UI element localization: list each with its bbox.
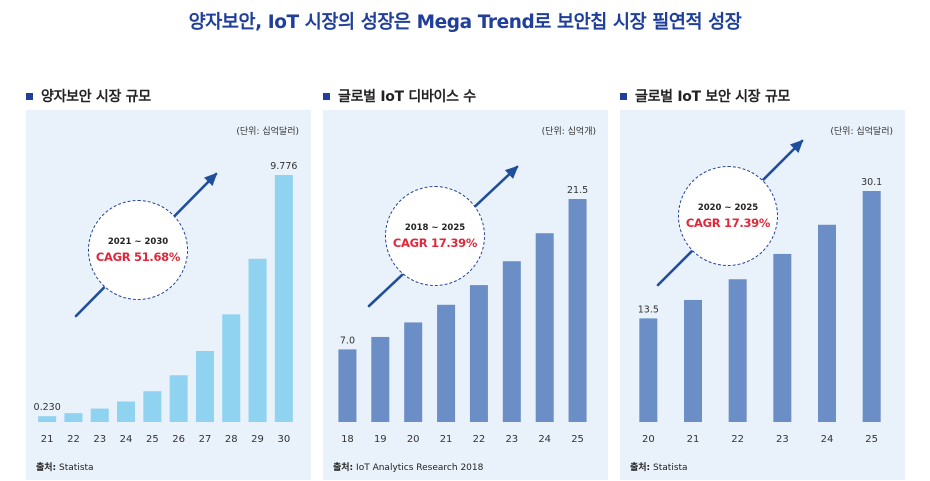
bar-22 — [64, 413, 83, 422]
chart-svg: 21 0.230 22 23 24 25 26 27 28 29 30 9.776 — [34, 161, 298, 445]
x-tick-label: 20 — [407, 434, 420, 445]
x-tick-label: 23 — [776, 434, 789, 445]
page-title: 양자보안, IoT 시장의 성장은 Mega Trend로 보안칩 시장 필연적… — [188, 12, 742, 33]
source-note: 출처: IoT Analytics Research 2018 — [333, 460, 483, 473]
bar-21 — [437, 304, 456, 422]
source-note: 출처: Statista — [630, 460, 688, 473]
bar-27 — [195, 351, 214, 422]
cagr-period: 2018 ~ 2025 — [404, 222, 466, 233]
source-label: 출처: — [36, 463, 57, 473]
x-tick-label: 21 — [440, 434, 453, 445]
data-label: 21.5 — [567, 185, 588, 196]
cagr-period: 2020 ~ 2025 — [697, 202, 759, 213]
bar-25 — [568, 199, 587, 422]
panel-heading-label: 글로벌 IoT 디바이스 수 — [338, 89, 476, 105]
cagr-badge: 2020 ~ 2025 CAGR 17.39% — [678, 166, 778, 266]
heading-bullet-icon — [620, 92, 627, 100]
unit-label: (단위: 십억개) — [541, 127, 596, 137]
x-tick-label: 29 — [251, 434, 264, 445]
bar-23 — [773, 253, 792, 422]
bar-19 — [371, 336, 390, 422]
unit-label: (단위: 십억달러) — [830, 127, 893, 137]
data-label: 13.5 — [638, 304, 659, 315]
panel-heading-label: 글로벌 IoT 보안 시장 규모 — [635, 89, 790, 105]
bar-24 — [535, 233, 554, 422]
x-tick-label: 23 — [505, 434, 518, 445]
bar-29 — [248, 258, 267, 422]
chart-svg: 20 13.5 21 22 23 24 25 30.1 — [638, 139, 882, 445]
bar-28 — [222, 314, 241, 422]
panel-heading-quantum: 양자보안 시장 규모 — [26, 86, 151, 106]
bar-20 — [639, 318, 658, 422]
chart-panel-iot-devices: (단위: 십억개) 18 7.0 19 20 21 22 23 24 25 21.5 2018 ~… — [323, 110, 608, 480]
panel-heading-label: 양자보안 시장 규모 — [41, 89, 151, 105]
unit-label: (단위: 십억달러) — [236, 127, 299, 137]
x-tick-label: 25 — [146, 434, 159, 445]
bar-18 — [338, 349, 357, 422]
growth-arrow-icon — [204, 172, 218, 187]
cagr-badge: 2018 ~ 2025 CAGR 17.39% — [385, 186, 485, 286]
x-tick-label: 19 — [374, 434, 387, 445]
x-tick-label: 30 — [277, 434, 290, 445]
cagr-badge: 2021 ~ 2030 CAGR 51.68% — [88, 200, 188, 300]
bar-21 — [684, 299, 702, 422]
x-tick-label: 22 — [67, 434, 80, 445]
x-tick-label: 23 — [93, 434, 106, 445]
source-label: 출처: — [630, 463, 651, 473]
cagr-value: CAGR 17.39% — [685, 215, 771, 230]
chart-svg: 18 7.0 19 20 21 22 23 24 25 21.5 — [338, 165, 588, 445]
bar-25 — [862, 191, 881, 422]
source-label: 출처: — [333, 463, 354, 473]
source-text: IoT Analytics Research 2018 — [356, 463, 484, 473]
x-tick-label: 24 — [120, 434, 133, 445]
x-tick-label: 28 — [225, 434, 238, 445]
bar-23 — [90, 408, 109, 422]
x-tick-label: 25 — [865, 434, 878, 445]
source-text: Statista — [653, 463, 688, 473]
x-tick-label: 21 — [41, 434, 54, 445]
x-tick-label: 21 — [687, 434, 700, 445]
source-note: 출처: Statista — [36, 460, 94, 473]
heading-bullet-icon — [323, 92, 330, 100]
x-tick-label: 20 — [642, 434, 655, 445]
x-tick-label: 26 — [172, 434, 185, 445]
cagr-value: CAGR 51.68% — [95, 249, 181, 264]
bar-24 — [818, 224, 836, 422]
data-label: 30.1 — [861, 177, 882, 188]
growth-arrow-icon — [504, 165, 519, 179]
bar-20 — [404, 322, 423, 422]
data-label: 9.776 — [270, 161, 297, 172]
heading-bullet-icon — [26, 92, 33, 100]
bar-22 — [469, 285, 488, 422]
x-tick-label: 25 — [571, 434, 584, 445]
bar-25 — [143, 391, 162, 422]
panel-heading-iot-devices: 글로벌 IoT 디바이스 수 — [323, 86, 476, 106]
bar-24 — [117, 401, 136, 422]
source-text: Statista — [59, 463, 94, 473]
cagr-period: 2021 ~ 2030 — [107, 236, 169, 247]
bar-23 — [502, 261, 521, 422]
bar-30 — [274, 175, 293, 422]
cagr-value: CAGR 17.39% — [392, 235, 478, 250]
chart-panel-iot-security: (단위: 십억달러) 20 13.5 21 22 23 24 25 30.1 2020 ~ 2… — [620, 110, 905, 480]
x-tick-label: 22 — [731, 434, 744, 445]
x-tick-label: 18 — [341, 434, 354, 445]
chart-panel-quantum: (단위: 십억달러) 21 0.230 22 23 24 25 26 27 28 29 30 9.77… — [26, 110, 311, 480]
bar-26 — [169, 375, 188, 422]
bar-22 — [728, 279, 747, 422]
x-tick-label: 27 — [199, 434, 212, 445]
x-tick-label: 24 — [821, 434, 834, 445]
data-label: 0.230 — [34, 402, 61, 413]
bar-21 — [38, 416, 57, 422]
x-tick-label: 22 — [473, 434, 486, 445]
panel-heading-iot-security: 글로벌 IoT 보안 시장 규모 — [620, 86, 790, 106]
data-label: 7.0 — [340, 335, 355, 346]
growth-arrow-icon — [789, 139, 804, 154]
x-tick-label: 24 — [538, 434, 551, 445]
